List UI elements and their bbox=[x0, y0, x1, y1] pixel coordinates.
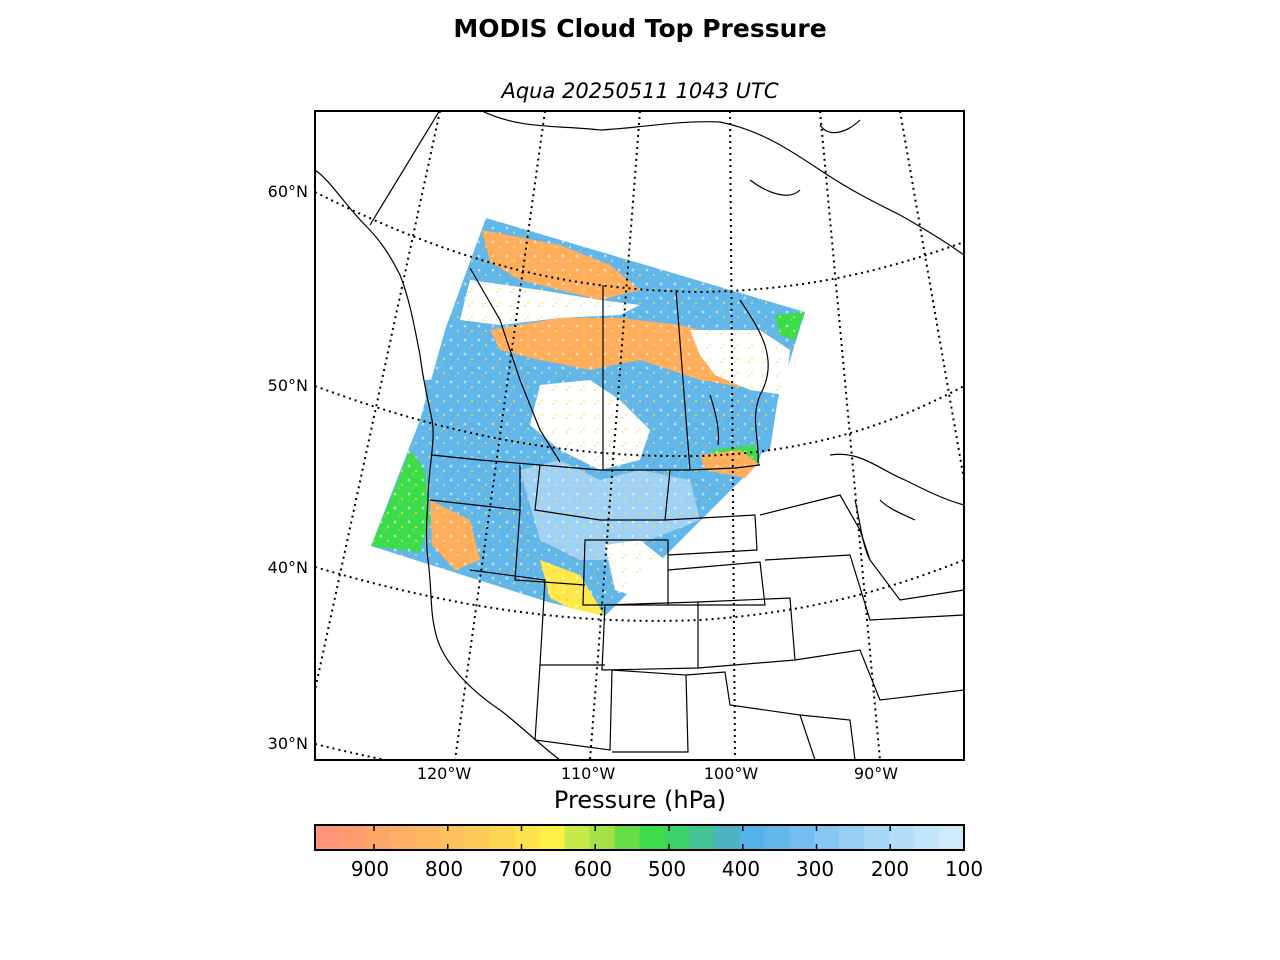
colorbar-segment bbox=[439, 825, 466, 850]
pacific-coastline bbox=[315, 169, 561, 760]
hudson-bay-islands bbox=[749, 119, 861, 196]
boundaries bbox=[315, 111, 964, 760]
parallel-50n bbox=[315, 385, 964, 458]
us-state-texas bbox=[685, 671, 816, 760]
colorbar-segment bbox=[939, 825, 965, 850]
colorbar-segment bbox=[315, 825, 341, 850]
lon-label-110w: 110°W bbox=[560, 764, 616, 783]
hudson-bay-coast bbox=[480, 111, 964, 256]
lat-label-50n: 50°N bbox=[267, 376, 308, 395]
bc-alberta-border bbox=[469, 267, 561, 463]
colorbar-segment bbox=[639, 825, 666, 850]
colorbar-segment bbox=[464, 825, 491, 850]
parallel-60n bbox=[315, 191, 964, 294]
us-midwest-lines-2 bbox=[764, 554, 964, 621]
us-state-wa-or bbox=[429, 499, 521, 511]
figure-subtitle: Aqua 20250511 1043 UTC bbox=[501, 79, 779, 103]
meridian-110w bbox=[454, 111, 546, 760]
sask-manitoba-border bbox=[675, 289, 691, 471]
colorbar-segment bbox=[739, 825, 765, 850]
colorbar-tick-500: 500 bbox=[647, 857, 687, 881]
meridian-90w bbox=[729, 111, 736, 760]
map-area bbox=[315, 111, 964, 760]
us-state-nebraska bbox=[667, 561, 766, 606]
colorbar-segment bbox=[814, 825, 840, 850]
us-state-idaho bbox=[514, 465, 586, 586]
colorbar-tick-400: 400 bbox=[721, 857, 761, 881]
colorbar-tick-900: 900 bbox=[350, 857, 390, 881]
colorbar-tick-300: 300 bbox=[795, 857, 835, 881]
lon-label-90w: 90°W bbox=[853, 764, 899, 783]
figure-title: MODIS Cloud Top Pressure bbox=[453, 14, 827, 43]
colorbar-segment bbox=[564, 825, 591, 850]
nunavut-line bbox=[369, 111, 441, 226]
lake-winnipeg bbox=[709, 394, 720, 446]
map-frame bbox=[314, 110, 965, 761]
lat-label-60n: 60°N bbox=[267, 182, 308, 201]
us-state-kansas bbox=[697, 597, 796, 669]
meridian-70w bbox=[899, 111, 964, 481]
meridian-100w bbox=[589, 111, 641, 760]
us-state-arizona-nm bbox=[534, 664, 689, 753]
colorbar-segment bbox=[514, 825, 541, 850]
colorbar-tick-700: 700 bbox=[498, 857, 538, 881]
colorbar-tick-100: 100 bbox=[944, 857, 984, 881]
graticule bbox=[315, 111, 964, 760]
great-lakes bbox=[829, 453, 964, 561]
colorbar-title: Pressure (hPa) bbox=[553, 786, 727, 814]
colorbar-segment bbox=[789, 825, 815, 850]
canada-us-border bbox=[431, 454, 761, 471]
colorbar-segment bbox=[364, 825, 391, 850]
colorbar-segment bbox=[614, 825, 641, 850]
lon-label-120w: 120°W bbox=[416, 764, 472, 783]
us-midwest-lines-3 bbox=[794, 649, 964, 701]
colorbar-segment bbox=[864, 825, 890, 850]
colorbar-tick-800: 800 bbox=[424, 857, 464, 881]
colorbar-segment bbox=[764, 825, 790, 850]
colorbar-segment bbox=[889, 825, 915, 850]
colorbar-segment bbox=[839, 825, 865, 850]
colorbar-segment bbox=[339, 825, 366, 850]
lat-label-30n: 30°N bbox=[267, 734, 308, 753]
us-state-dakotas bbox=[664, 514, 758, 556]
lat-label-40n: 40°N bbox=[267, 558, 308, 577]
colorbar-frame bbox=[314, 824, 965, 851]
colorbar-segment bbox=[914, 825, 940, 850]
us-state-montana bbox=[534, 464, 671, 521]
colorbar-tick-200: 200 bbox=[870, 857, 910, 881]
us-state-nevada-utah bbox=[469, 569, 605, 666]
colorbar-segment bbox=[414, 825, 441, 850]
swath-texture bbox=[371, 218, 805, 616]
colorbar-tick-600: 600 bbox=[573, 857, 613, 881]
meridian-120w bbox=[315, 111, 441, 691]
colorbar-segment bbox=[489, 825, 516, 850]
colorbar-segment bbox=[714, 825, 740, 850]
meridian-80w bbox=[819, 111, 881, 760]
colorbar-segment bbox=[589, 825, 616, 850]
colorbar-segment bbox=[689, 825, 715, 850]
manitoba-ontario-border bbox=[739, 299, 769, 464]
colorbar-segment bbox=[539, 825, 566, 850]
colorbar bbox=[315, 825, 965, 850]
colorbar-segment bbox=[389, 825, 416, 850]
us-midwest-lines-4 bbox=[799, 714, 856, 760]
cloud-swath bbox=[371, 218, 805, 616]
lon-label-100w: 100°W bbox=[703, 764, 759, 783]
